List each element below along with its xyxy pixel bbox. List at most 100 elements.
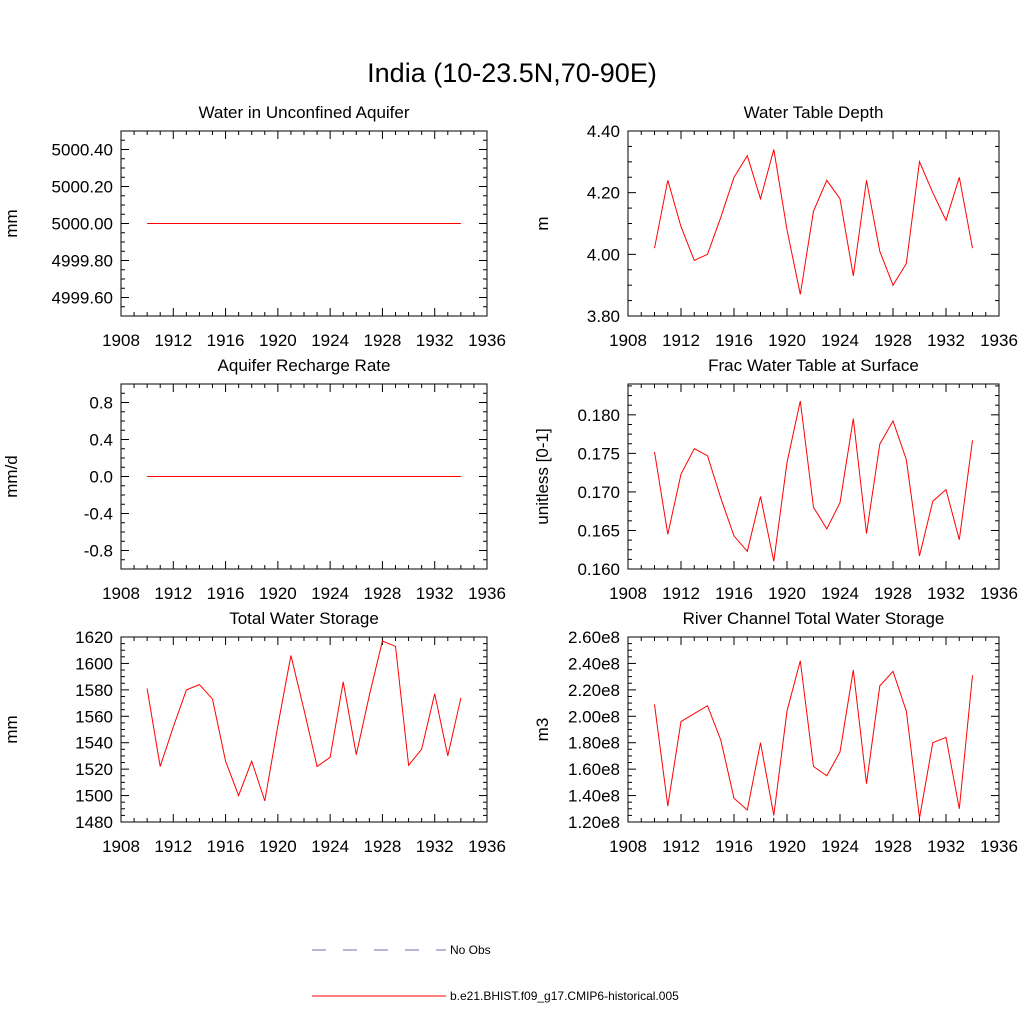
- series-line-1: [654, 660, 973, 819]
- panel-5: Total Water Storage mm 1908 1912 1916 1920 192…: [2, 609, 506, 856]
- x-tick-label: 1928: [364, 331, 402, 350]
- y-tick-label: 1560: [75, 707, 113, 726]
- panel-title: Frac Water Table at Surface: [708, 356, 919, 375]
- figure-title: India (10-23.5N,70-90E): [367, 58, 657, 88]
- x-tick-label: 1920: [768, 331, 806, 350]
- x-tick-label: 1932: [927, 331, 965, 350]
- x-tick-label: 1916: [207, 584, 245, 603]
- y-tick-label: 2.60e8: [568, 628, 620, 647]
- panel-title: Aquifer Recharge Rate: [218, 356, 391, 375]
- y-tick-label: 0.8: [89, 394, 113, 413]
- y-tick-label: 4.00: [587, 245, 620, 264]
- x-tick-label: 1916: [715, 331, 753, 350]
- x-tick-label: 1916: [715, 837, 753, 856]
- panel-1: Water in Unconfined Aquifer mm 1908 1912 191…: [2, 103, 506, 350]
- y-tick-label: 1.20e8: [568, 813, 620, 832]
- panel-frame: [627, 383, 1000, 570]
- panel-title: River Channel Total Water Storage: [683, 609, 945, 628]
- y-tick-label: 0.175: [577, 444, 620, 463]
- y-tick-label: 5000.40: [52, 141, 113, 160]
- y-tick-label: 1500: [75, 787, 113, 806]
- y-tick-label: 1480: [75, 813, 113, 832]
- series-line-1: [654, 400, 973, 562]
- x-tick-label: 1928: [364, 837, 402, 856]
- y-tick-label: 5000.20: [52, 178, 113, 197]
- y-tick-label: 4999.80: [52, 252, 113, 271]
- x-tick-label: 1932: [416, 331, 454, 350]
- x-tick-label: 1920: [259, 584, 297, 603]
- series-line-1: [654, 149, 973, 295]
- x-tick-label: 1912: [154, 584, 192, 603]
- panel-4: Frac Water Table at Surface unitless [0-1…: [533, 356, 1018, 603]
- x-tick-label: 1928: [874, 331, 912, 350]
- y-tick-label: 2.40e8: [568, 654, 620, 673]
- y-tick-label: 1620: [75, 628, 113, 647]
- y-tick-label: 1540: [75, 734, 113, 753]
- x-tick-label: 1936: [468, 331, 506, 350]
- panel-title: Water Table Depth: [744, 103, 884, 122]
- y-axis-label: m: [533, 216, 552, 230]
- y-tick-label: 2.20e8: [568, 681, 620, 700]
- panel-title: Total Water Storage: [229, 609, 379, 628]
- y-tick-label: 4999.60: [52, 289, 113, 308]
- panel-3: Aquifer Recharge Rate mm/d 1908 1912 1916 192…: [2, 356, 506, 603]
- panel-6: River Channel Total Water Storage m3 1908 1…: [533, 609, 1018, 856]
- x-tick-label: 1912: [662, 331, 700, 350]
- x-tick-label: 1912: [154, 331, 192, 350]
- x-tick-label: 1920: [768, 837, 806, 856]
- x-tick-label: 1924: [311, 584, 349, 603]
- x-tick-label: 1912: [154, 837, 192, 856]
- x-tick-label: 1924: [821, 584, 859, 603]
- panel-frame: [120, 636, 488, 823]
- y-axis-label: m3: [533, 718, 552, 742]
- x-tick-label: 1924: [821, 331, 859, 350]
- x-tick-label: 1912: [662, 584, 700, 603]
- y-tick-label: 0.165: [577, 521, 620, 540]
- x-tick-label: 1936: [980, 584, 1018, 603]
- y-axis-label: mm/d: [2, 455, 21, 498]
- x-tick-label: 1932: [927, 837, 965, 856]
- y-tick-label: 1600: [75, 654, 113, 673]
- x-tick-label: 1908: [102, 584, 140, 603]
- y-tick-label: 0.4: [89, 431, 113, 450]
- y-tick-label: 1.80e8: [568, 734, 620, 753]
- x-tick-label: 1908: [609, 331, 647, 350]
- x-tick-label: 1932: [416, 837, 454, 856]
- x-tick-label: 1916: [715, 584, 753, 603]
- x-tick-label: 1928: [874, 584, 912, 603]
- x-tick-label: 1932: [416, 584, 454, 603]
- y-tick-label: -0.4: [84, 505, 113, 524]
- x-tick-label: 1936: [468, 837, 506, 856]
- x-tick-label: 1908: [102, 837, 140, 856]
- x-tick-label: 1936: [468, 584, 506, 603]
- panel-title: Water in Unconfined Aquifer: [198, 103, 409, 122]
- legend-model-label: b.e21.BHIST.f09_g17.CMIP6-historical.005: [450, 989, 679, 1003]
- legend: No Obs b.e21.BHIST.f09_g17.CMIP6-histori…: [312, 943, 679, 1003]
- y-tick-label: 0.180: [577, 406, 620, 425]
- y-axis-label: unitless [0-1]: [533, 428, 552, 524]
- y-tick-label: 4.40: [587, 122, 620, 141]
- y-tick-label: 1.40e8: [568, 787, 620, 806]
- x-tick-label: 1908: [609, 584, 647, 603]
- panels: Water in Unconfined Aquifer mm 1908 1912 191…: [2, 103, 1018, 856]
- x-tick-label: 1924: [311, 837, 349, 856]
- x-tick-label: 1920: [259, 837, 297, 856]
- y-tick-label: 5000.00: [52, 215, 113, 234]
- y-tick-label: 1580: [75, 681, 113, 700]
- y-tick-label: -0.8: [84, 542, 113, 561]
- y-tick-label: 0.170: [577, 483, 620, 502]
- legend-no-obs-label: No Obs: [450, 943, 491, 957]
- y-tick-label: 3.80: [587, 307, 620, 326]
- series-line-1: [146, 640, 462, 802]
- y-tick-label: 4.20: [587, 184, 620, 203]
- x-tick-label: 1916: [207, 837, 245, 856]
- panel-frame: [627, 130, 1000, 317]
- y-axis-label: mm: [2, 715, 21, 743]
- x-tick-label: 1908: [609, 837, 647, 856]
- x-tick-label: 1920: [259, 331, 297, 350]
- x-tick-label: 1932: [927, 584, 965, 603]
- x-tick-label: 1912: [662, 837, 700, 856]
- x-tick-label: 1924: [821, 837, 859, 856]
